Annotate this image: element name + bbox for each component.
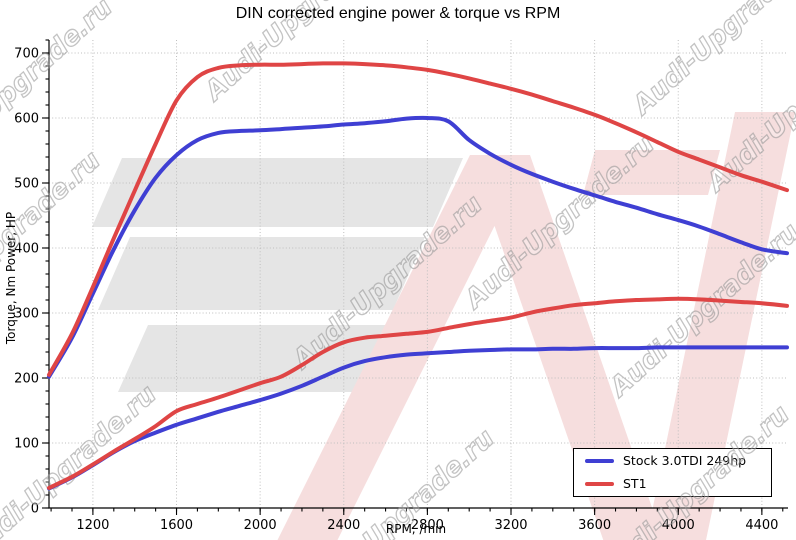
legend-label-st1: ST1 xyxy=(623,476,647,491)
x-tick-label: 2400 xyxy=(327,518,360,533)
curve-stock-torque xyxy=(47,115,789,379)
legend-label-stock: Stock 3.0TDI 249hp xyxy=(623,453,747,468)
x-tick-label: 1600 xyxy=(160,518,193,533)
legend-swatch-stock xyxy=(585,458,614,463)
watermark-logo-gray-bar xyxy=(98,237,425,310)
watermark-logo-red-stroke xyxy=(646,112,795,540)
curve-st1-torque xyxy=(47,61,789,377)
y-tick-label: 400 xyxy=(14,242,39,257)
curve-st1-power xyxy=(47,296,789,490)
legend-item-st1: ST1 xyxy=(574,472,771,495)
y-tick-label: 0 xyxy=(31,502,39,517)
y-tick-label: 700 xyxy=(14,47,39,62)
y-tick-label: 500 xyxy=(14,177,39,192)
watermark-logo-gray-bar xyxy=(118,325,387,392)
legend-item-stock: Stock 3.0TDI 249hp xyxy=(574,449,771,472)
y-tick-label: 600 xyxy=(14,112,39,127)
watermark-logo-red-stroke xyxy=(583,150,720,195)
y-axis-label: Torque, Nm Power, HP xyxy=(4,211,18,345)
y-tick-label: 200 xyxy=(14,372,39,387)
chart-title: DIN corrected engine power & torque vs R… xyxy=(235,5,561,22)
x-tick-label: 3600 xyxy=(578,518,611,533)
legend: Stock 3.0TDI 249hp ST1 xyxy=(573,448,772,497)
x-tick-label: 3200 xyxy=(494,518,527,533)
x-tick-label: 4400 xyxy=(745,518,778,533)
x-tick-label: 2800 xyxy=(411,518,444,533)
watermark-logo-gray-bar xyxy=(92,158,463,227)
x-tick-label: 4000 xyxy=(662,518,695,533)
watermark-logo-red-stroke xyxy=(277,155,530,540)
y-tick-label: 300 xyxy=(14,307,39,322)
curve-stock-power xyxy=(47,345,789,491)
legend-swatch-st1 xyxy=(585,481,614,486)
axes xyxy=(48,40,788,509)
x-tick-label: 2000 xyxy=(244,518,277,533)
y-tick-label: 100 xyxy=(14,437,39,452)
x-axis-label: RPM, /min xyxy=(385,522,447,536)
x-tick-label: 1200 xyxy=(76,518,109,533)
